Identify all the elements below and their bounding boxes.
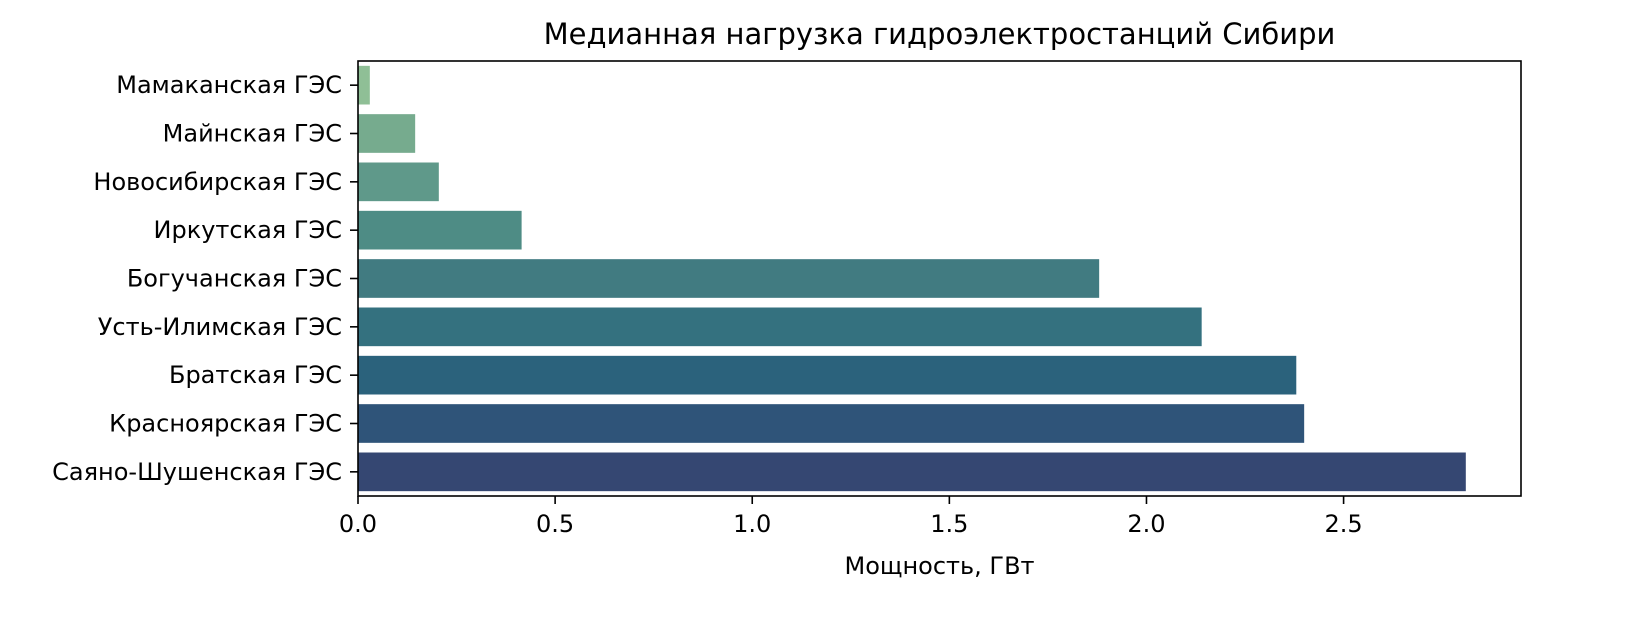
bar bbox=[358, 355, 1297, 395]
bar bbox=[358, 210, 522, 250]
y-tick-label: Новосибирская ГЭС bbox=[93, 168, 342, 196]
y-tick-label: Усть-Илимская ГЭС bbox=[98, 313, 342, 341]
bar bbox=[358, 452, 1466, 492]
y-tick-label: Красноярская ГЭС bbox=[109, 410, 342, 438]
y-tick-label: Братская ГЭС bbox=[169, 361, 342, 389]
x-tick-label: 2.5 bbox=[1325, 510, 1363, 538]
bar bbox=[358, 259, 1100, 298]
x-axis: 0.0 0.5 1.0 1.5 2.0 2.5 bbox=[339, 496, 1363, 538]
x-tick-label: 0.5 bbox=[536, 510, 574, 538]
bar bbox=[358, 307, 1202, 347]
y-tick-label: Майнская ГЭС bbox=[163, 120, 342, 148]
bar bbox=[358, 65, 370, 105]
x-tick-label: 1.5 bbox=[930, 510, 968, 538]
bar bbox=[358, 404, 1305, 443]
y-tick-label: Саяно-Шушенская ГЭС bbox=[52, 458, 342, 486]
bar bbox=[358, 162, 439, 202]
y-tick-label: Богучанская ГЭС bbox=[127, 265, 342, 293]
y-axis: Мамаканская ГЭС Майнская ГЭС Новосибирская… bbox=[52, 71, 358, 486]
y-tick-label: Мамаканская ГЭС bbox=[116, 71, 342, 99]
x-tick-label: 0.0 bbox=[339, 510, 377, 538]
x-axis-title: Мощность, ГВт bbox=[844, 552, 1034, 580]
plot-frame bbox=[357, 60, 1522, 497]
y-tick-label: Иркутская ГЭС bbox=[154, 216, 342, 244]
bar bbox=[358, 114, 416, 153]
x-tick-label: 2.0 bbox=[1127, 510, 1165, 538]
chart-title: Медианная нагрузка гидроэлектростанций С… bbox=[544, 17, 1336, 51]
bars-group bbox=[358, 65, 1466, 492]
x-tick-label: 1.0 bbox=[733, 510, 771, 538]
